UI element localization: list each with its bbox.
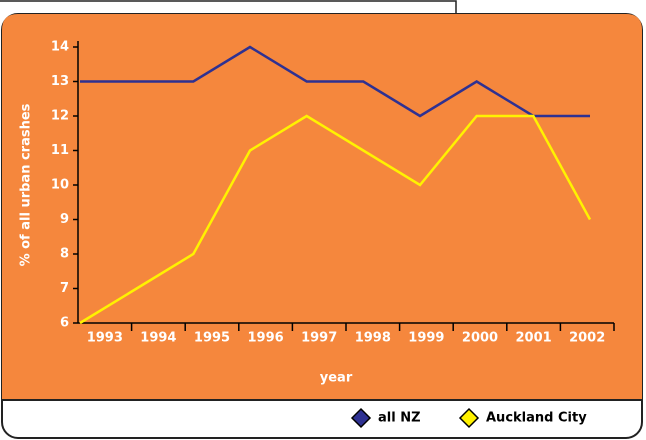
x-tick-label: 1998 [355,331,391,346]
series-line [79,114,592,325]
legend-swatch [350,407,372,429]
x-tick-label: 1993 [87,331,123,346]
legend-label: all NZ [378,411,421,426]
y-tick-label: 6 [60,316,69,331]
legend-swatch [458,407,480,429]
x-tick-label: 1994 [140,331,176,346]
y-tick-label: 14 [51,40,69,55]
x-tick-label: 1999 [408,331,444,346]
x-tick-label: 1996 [248,331,284,346]
x-tick-label: 2002 [569,331,605,346]
y-tick-label: 11 [51,143,69,158]
x-tick-label: 2001 [516,331,552,346]
y-tick-label: 7 [60,281,69,296]
y-axis-label: % of all urban crashes [19,103,34,266]
frame-line [0,0,457,14]
x-tick-label: 1997 [301,331,337,346]
y-tick-label: 13 [51,74,69,89]
y-tick-label: 10 [51,178,69,193]
y-tick-label: 8 [60,247,69,262]
x-axis-label: year [320,371,353,386]
plot-panel [2,14,642,400]
y-tick-label: 9 [60,212,69,227]
legend-label: Auckland City [486,411,587,426]
y-tick-label: 12 [51,109,69,124]
series-line [80,45,590,118]
x-tick-label: 2000 [462,331,498,346]
x-tick-label: 1995 [194,331,230,346]
